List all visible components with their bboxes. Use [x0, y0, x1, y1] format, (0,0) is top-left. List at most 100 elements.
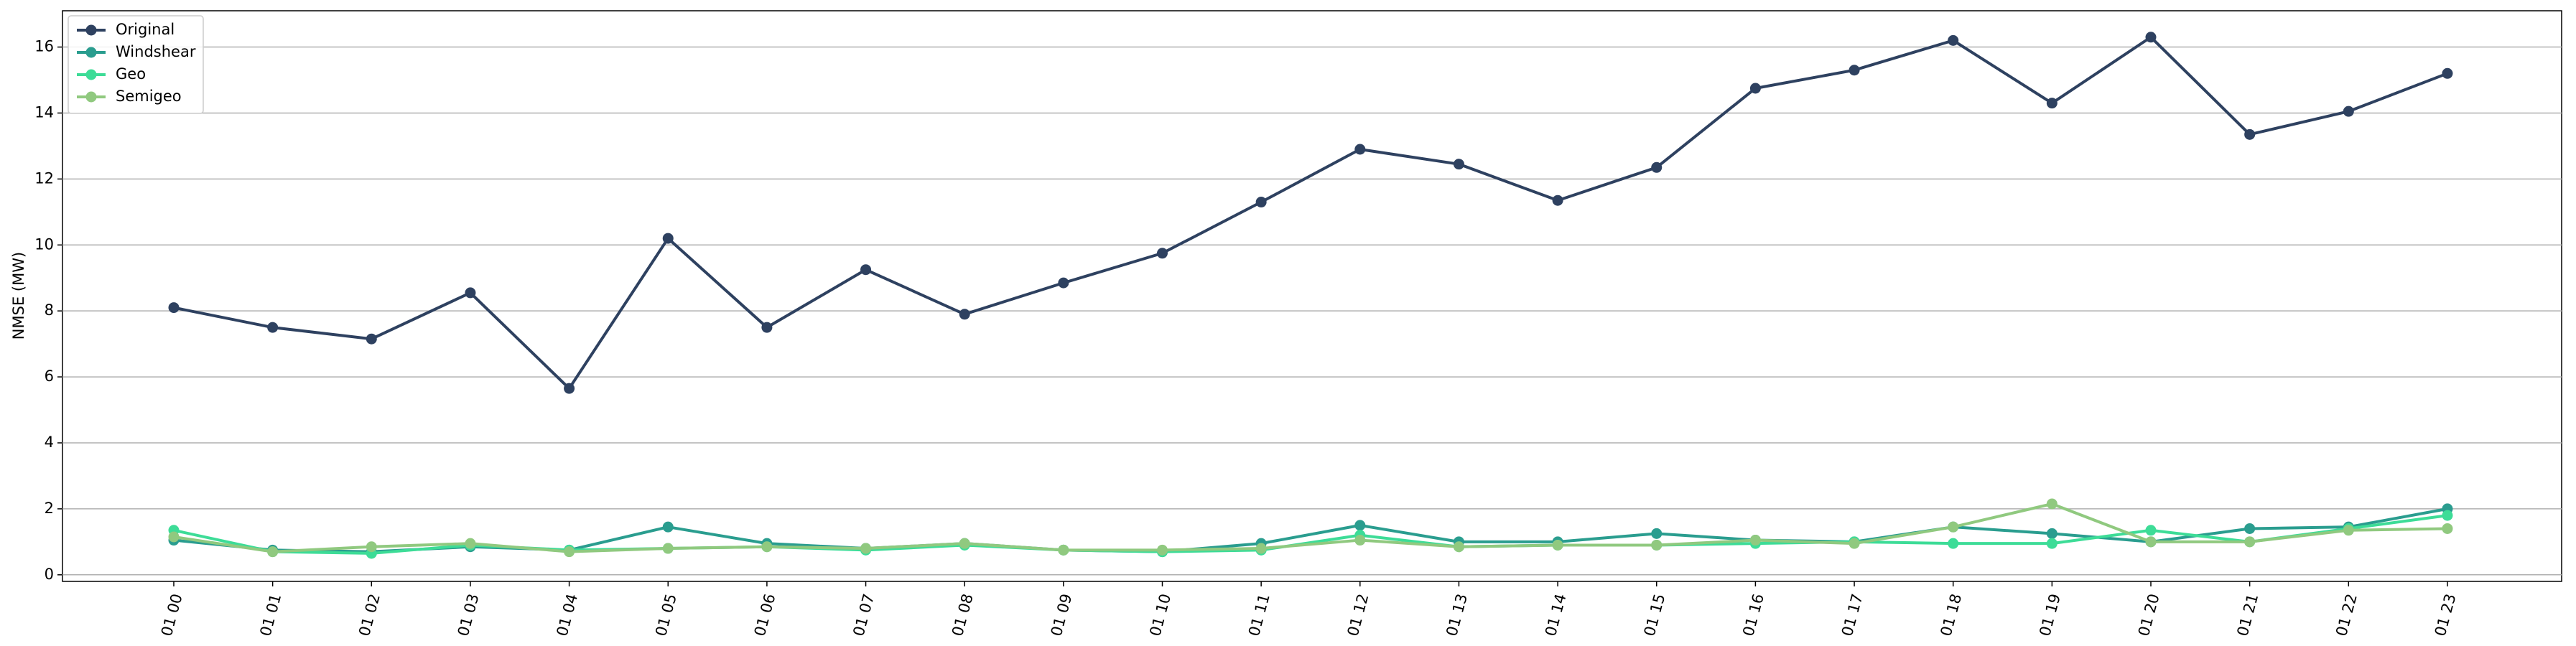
legend-marker — [85, 69, 97, 80]
data-point — [662, 543, 674, 554]
x-tick-label: 01 15 — [1641, 592, 1669, 638]
data-point — [2046, 498, 2057, 510]
data-point — [168, 302, 180, 314]
data-point — [2442, 510, 2453, 521]
x-axis: 01 00 01 01 01 02 01 03 01 04 01 05 01 06 01 07… — [158, 581, 2460, 638]
x-tick-label: 01 14 — [1542, 592, 1570, 638]
data-point — [860, 543, 872, 554]
legend-frame — [68, 15, 204, 114]
data-point — [959, 538, 970, 549]
legend-item: Semigeo — [77, 88, 182, 105]
data-point — [168, 531, 180, 543]
data-point — [1157, 248, 1168, 259]
data-point — [2046, 98, 2057, 109]
data-point — [2046, 538, 2057, 549]
data-point — [1552, 195, 1563, 206]
grid-lines — [62, 46, 2562, 576]
x-tick-label: 01 22 — [2333, 592, 2361, 638]
data-point — [761, 541, 773, 553]
legend-label: Geo — [116, 65, 146, 83]
y-tick-label: 10 — [34, 235, 54, 253]
x-tick-label: 01 03 — [455, 592, 483, 638]
data-point — [366, 541, 377, 553]
x-tick-label: 01 02 — [355, 592, 383, 638]
data-point — [2145, 32, 2157, 43]
series-original — [168, 32, 2453, 394]
data-point — [2046, 528, 2057, 539]
x-tick-label: 01 05 — [652, 592, 680, 638]
data-point — [2145, 525, 2157, 536]
x-tick-label: 01 11 — [1245, 592, 1273, 638]
legend-item: Geo — [77, 65, 146, 83]
data-point — [564, 546, 575, 558]
y-tick-label: 14 — [34, 103, 54, 121]
series-semigeo — [168, 498, 2453, 558]
data-point — [761, 322, 773, 333]
data-point — [1651, 539, 1663, 551]
x-tick-label: 01 00 — [158, 592, 186, 638]
x-tick-label: 01 04 — [553, 592, 581, 638]
data-point — [564, 383, 575, 394]
data-point — [2442, 67, 2453, 79]
data-point — [1354, 144, 1366, 155]
y-tick-label: 2 — [45, 500, 54, 517]
data-point — [1849, 65, 1860, 76]
data-point — [267, 322, 279, 333]
legend-item: Windshear — [77, 43, 196, 60]
legend-marker — [85, 24, 97, 36]
legend-label: Windshear — [116, 43, 196, 60]
data-point — [662, 233, 674, 244]
x-tick-label: 01 06 — [751, 592, 779, 638]
y-tick-label: 12 — [34, 169, 54, 187]
plot-frame — [62, 10, 2562, 582]
data-point — [1354, 535, 1366, 546]
data-point — [860, 264, 872, 276]
x-tick-label: 01 17 — [1838, 592, 1866, 638]
x-tick-label: 01 13 — [1443, 592, 1471, 638]
data-point — [1058, 544, 1069, 556]
y-tick-label: 8 — [45, 301, 54, 319]
data-point — [1651, 162, 1663, 173]
x-tick-label: 01 01 — [257, 592, 285, 638]
x-tick-label: 01 10 — [1146, 592, 1174, 638]
legend-label: Original — [116, 21, 175, 38]
legend-marker — [85, 91, 97, 103]
data-point — [1058, 277, 1069, 289]
data-point — [465, 287, 476, 299]
series-line — [173, 35, 2448, 390]
data-point — [1948, 34, 1959, 46]
legend-item: Original — [77, 21, 175, 38]
data-point — [1651, 528, 1663, 539]
data-point — [1948, 521, 1959, 533]
x-tick-label: 01 20 — [2135, 592, 2163, 638]
legend-marker — [85, 47, 97, 58]
y-tick-label: 16 — [34, 38, 54, 55]
y-axis: 0 2 4 6 8 10 12 14 16 — [34, 38, 62, 583]
data-point — [1354, 520, 1366, 531]
x-tick-label: 01 23 — [2432, 592, 2460, 638]
x-tick-label: 01 09 — [1048, 592, 1076, 638]
legend-label: Semigeo — [116, 88, 182, 105]
x-tick-label: 01 12 — [1344, 592, 1372, 638]
data-point — [2244, 128, 2256, 140]
data-point — [1157, 544, 1168, 556]
y-tick-label: 6 — [45, 368, 54, 385]
data-point — [2145, 536, 2157, 548]
data-point — [662, 521, 674, 533]
x-tick-label: 01 21 — [2234, 592, 2262, 638]
data-point — [465, 538, 476, 549]
series-line — [173, 502, 2447, 553]
data-point — [366, 333, 377, 345]
data-point — [959, 309, 970, 320]
data-point — [1453, 541, 1464, 553]
x-tick-label: 01 19 — [2036, 592, 2064, 638]
x-tick-label: 01 07 — [850, 592, 878, 638]
x-tick-label: 01 16 — [1739, 592, 1767, 638]
data-point — [1749, 83, 1761, 94]
data-point — [267, 546, 279, 558]
x-tick-label: 01 18 — [1938, 592, 1966, 638]
data-point — [2244, 536, 2256, 548]
data-point — [2343, 106, 2354, 117]
data-point — [1849, 538, 1860, 549]
